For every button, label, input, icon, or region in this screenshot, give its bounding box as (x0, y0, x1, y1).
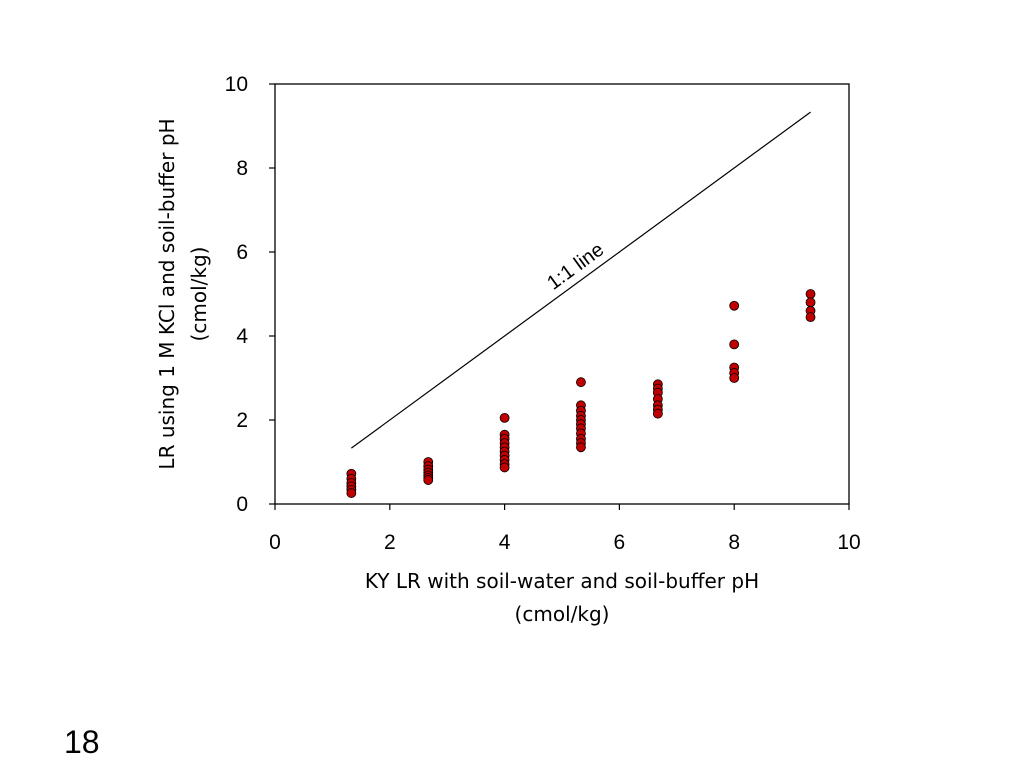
data-point (576, 377, 586, 388)
y-axis-title-line-2: (cmol/kg) (187, 247, 211, 342)
x-tick-label: 6 (614, 531, 626, 554)
x-axis-title-line-1: KY LR with soil-water and soil-buffer pH (365, 569, 759, 593)
one-to-one-line (350, 111, 811, 449)
slide-number: 18 (64, 724, 100, 760)
x-tick-label: 8 (728, 531, 740, 554)
plot-area (274, 83, 850, 505)
x-tick-label: 0 (269, 531, 281, 554)
data-point (729, 300, 740, 311)
y-tick-label: 2 (236, 409, 248, 432)
x-tick-label: 10 (837, 531, 860, 554)
data-points (346, 289, 816, 498)
y-tick-label: 4 (236, 325, 248, 348)
data-point (499, 462, 510, 473)
data-point (729, 373, 740, 383)
data-point (423, 475, 434, 485)
axis-ticks (269, 83, 850, 510)
x-axis-title-line-2: (cmol/kg) (515, 602, 610, 626)
data-point (729, 339, 740, 350)
x-tick-label: 2 (384, 531, 396, 554)
data-point (805, 312, 816, 323)
tick-labels: 0 2 4 6 8 10 0 2 4 6 8 10 (225, 73, 861, 554)
x-tick-label: 4 (499, 531, 511, 554)
data-point (805, 289, 816, 299)
y-tick-label: 0 (236, 493, 248, 516)
data-point (652, 408, 663, 419)
y-tick-label: 8 (236, 157, 248, 180)
data-point (499, 412, 510, 423)
one-to-one-line-label: 1:1 line (543, 239, 608, 295)
data-point (805, 297, 816, 308)
data-point (346, 488, 357, 498)
data-point (576, 442, 586, 453)
y-tick-label: 10 (225, 73, 248, 96)
y-tick-label: 6 (236, 241, 248, 264)
y-axis-title-line-1: LR using 1 M KCl and soil-buffer pH (155, 118, 179, 469)
